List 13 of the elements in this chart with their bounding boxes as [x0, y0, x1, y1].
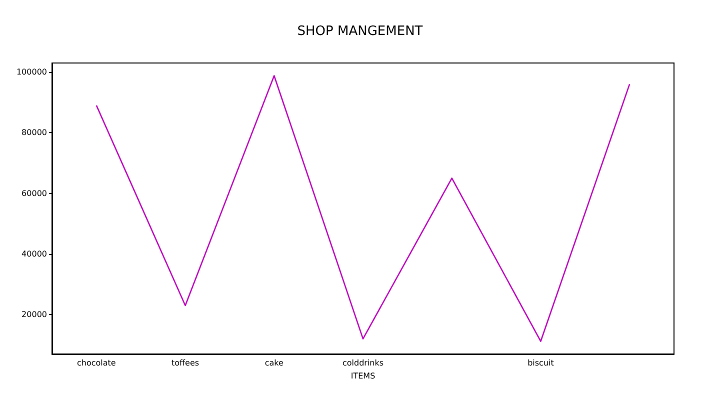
x-tick-label: chocolate — [77, 358, 116, 368]
y-tick-label: 60000 — [22, 188, 47, 198]
y-tick-label: 100000 — [16, 68, 47, 77]
x-tick-label: colddrinks — [342, 358, 384, 368]
x-tick-label: biscuit — [528, 358, 554, 368]
y-tick-label: 20000 — [22, 310, 47, 320]
y-tick-label: 80000 — [22, 128, 47, 138]
chart-title: SHOP MANGEMENT — [297, 24, 423, 39]
line-series — [96, 75, 630, 342]
x-tick-label: toffees — [172, 358, 200, 368]
y-tick-label: 40000 — [22, 249, 47, 258]
x-axis-title: ITEMS — [350, 371, 376, 380]
x-tick-label: cake — [264, 358, 284, 368]
